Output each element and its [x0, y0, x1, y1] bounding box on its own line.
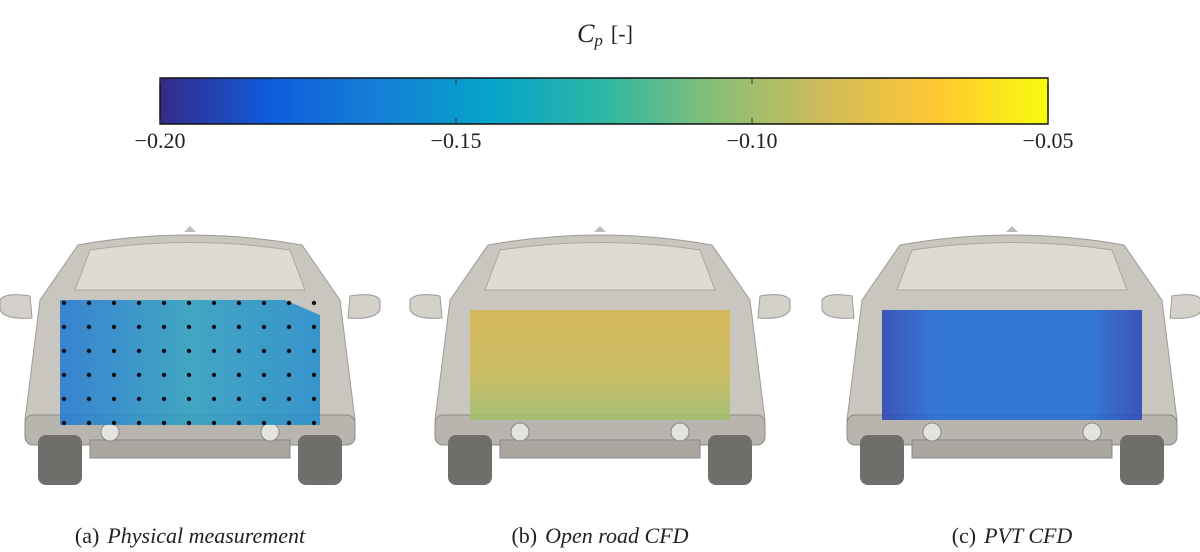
measurement-point	[137, 373, 141, 377]
measurement-point	[87, 373, 91, 377]
measurement-point	[87, 349, 91, 353]
measurement-point	[212, 325, 216, 329]
caption-text: Open road CFD	[545, 523, 689, 548]
measurement-point	[62, 373, 66, 377]
measurement-point	[212, 373, 216, 377]
measurement-point	[162, 349, 166, 353]
measurement-point	[262, 301, 266, 305]
measurement-point	[187, 421, 191, 425]
measurement-point	[237, 373, 241, 377]
measurement-point	[162, 325, 166, 329]
measurement-point	[312, 421, 316, 425]
measurement-point	[112, 325, 116, 329]
measurement-point	[162, 301, 166, 305]
measurement-point	[62, 325, 66, 329]
figure: Cp[-] (a) Physical measurement (b) Open roa…	[0, 0, 1200, 552]
measurement-point	[312, 325, 316, 329]
measurement-point	[62, 349, 66, 353]
measurement-point	[187, 301, 191, 305]
measurement-point	[287, 325, 291, 329]
measurement-point	[112, 421, 116, 425]
caption-tag: (c)	[952, 523, 976, 548]
caption-text: Physical measurement	[106, 523, 306, 548]
measurement-point	[262, 397, 266, 401]
colorbar	[160, 78, 1048, 124]
measurement-point	[137, 421, 141, 425]
pressure-overlay	[882, 310, 1142, 420]
car-panel: (a) Physical measurement	[0, 226, 380, 548]
measurement-point	[87, 397, 91, 401]
measurement-point	[237, 421, 241, 425]
measurement-point	[162, 373, 166, 377]
measurement-point	[287, 397, 291, 401]
measurement-point	[287, 373, 291, 377]
measurement-point	[212, 397, 216, 401]
car-panel: (b) Open road CFD	[410, 226, 790, 548]
caption-text: PVT CFD	[983, 523, 1072, 548]
measurement-point	[62, 397, 66, 401]
measurement-point	[237, 397, 241, 401]
tick-label: −0.15	[431, 128, 482, 153]
measurement-point	[312, 373, 316, 377]
measurement-point	[87, 421, 91, 425]
measurement-point	[62, 301, 66, 305]
measurement-point	[87, 325, 91, 329]
measurement-point	[287, 421, 291, 425]
measurement-point	[262, 325, 266, 329]
measurement-point	[262, 421, 266, 425]
measurement-point	[112, 397, 116, 401]
measurement-point	[312, 301, 316, 305]
measurement-point	[137, 397, 141, 401]
measurement-point	[162, 421, 166, 425]
measurement-point	[312, 349, 316, 353]
measurement-point	[212, 301, 216, 305]
car-panel: (c) PVT CFD	[822, 226, 1200, 548]
caption-tag: (b)	[511, 523, 537, 548]
caption: (c) PVT CFD	[952, 523, 1073, 548]
measurement-point	[312, 397, 316, 401]
tick-label: −0.20	[135, 128, 186, 153]
measurement-point	[137, 301, 141, 305]
measurement-point	[187, 349, 191, 353]
pressure-overlay	[60, 300, 320, 425]
measurement-point	[262, 373, 266, 377]
measurement-point	[112, 373, 116, 377]
measurement-point	[112, 349, 116, 353]
measurement-point	[187, 325, 191, 329]
tick-label: −0.10	[727, 128, 778, 153]
measurement-point	[162, 397, 166, 401]
measurement-point	[187, 373, 191, 377]
colorbar-label: Cp[-]	[577, 19, 633, 50]
measurement-point	[237, 325, 241, 329]
measurement-point	[112, 301, 116, 305]
caption-tag: (a)	[75, 523, 99, 548]
measurement-point	[137, 325, 141, 329]
caption: (a) Physical measurement	[75, 523, 306, 548]
measurement-point	[212, 421, 216, 425]
measurement-point	[87, 301, 91, 305]
measurement-point	[187, 397, 191, 401]
measurement-point	[237, 301, 241, 305]
measurement-point	[262, 349, 266, 353]
measurement-point	[212, 349, 216, 353]
measurement-point	[62, 421, 66, 425]
pressure-overlay	[470, 310, 730, 420]
tick-label: −0.05	[1023, 128, 1074, 153]
caption: (b) Open road CFD	[511, 523, 688, 548]
measurement-point	[287, 301, 291, 305]
measurement-point	[237, 349, 241, 353]
measurement-point	[137, 349, 141, 353]
measurement-point	[287, 349, 291, 353]
